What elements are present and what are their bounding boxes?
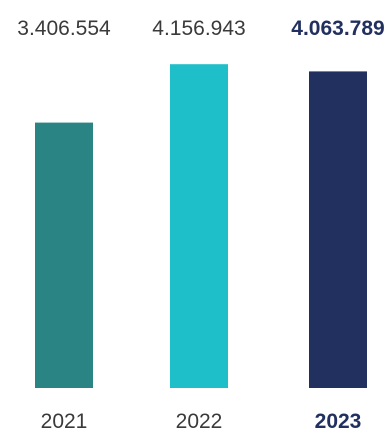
- category-label-2023: 2023: [315, 410, 362, 433]
- category-label-2022: 2022: [176, 410, 223, 433]
- value-label-2022: 4.156.943: [152, 17, 245, 40]
- bar-2022: [170, 64, 228, 388]
- category-labels-group: 2021 2022 2023: [41, 410, 362, 433]
- bar-2023: [309, 71, 367, 389]
- bar-2021: [35, 122, 93, 388]
- bars-group: [35, 64, 367, 389]
- value-label-2023: 4.063.789: [291, 17, 384, 40]
- category-label-2021: 2021: [41, 410, 88, 433]
- value-labels-group: 3.406.554 4.156.943 4.063.789: [17, 17, 384, 40]
- value-label-2021: 3.406.554: [17, 17, 111, 40]
